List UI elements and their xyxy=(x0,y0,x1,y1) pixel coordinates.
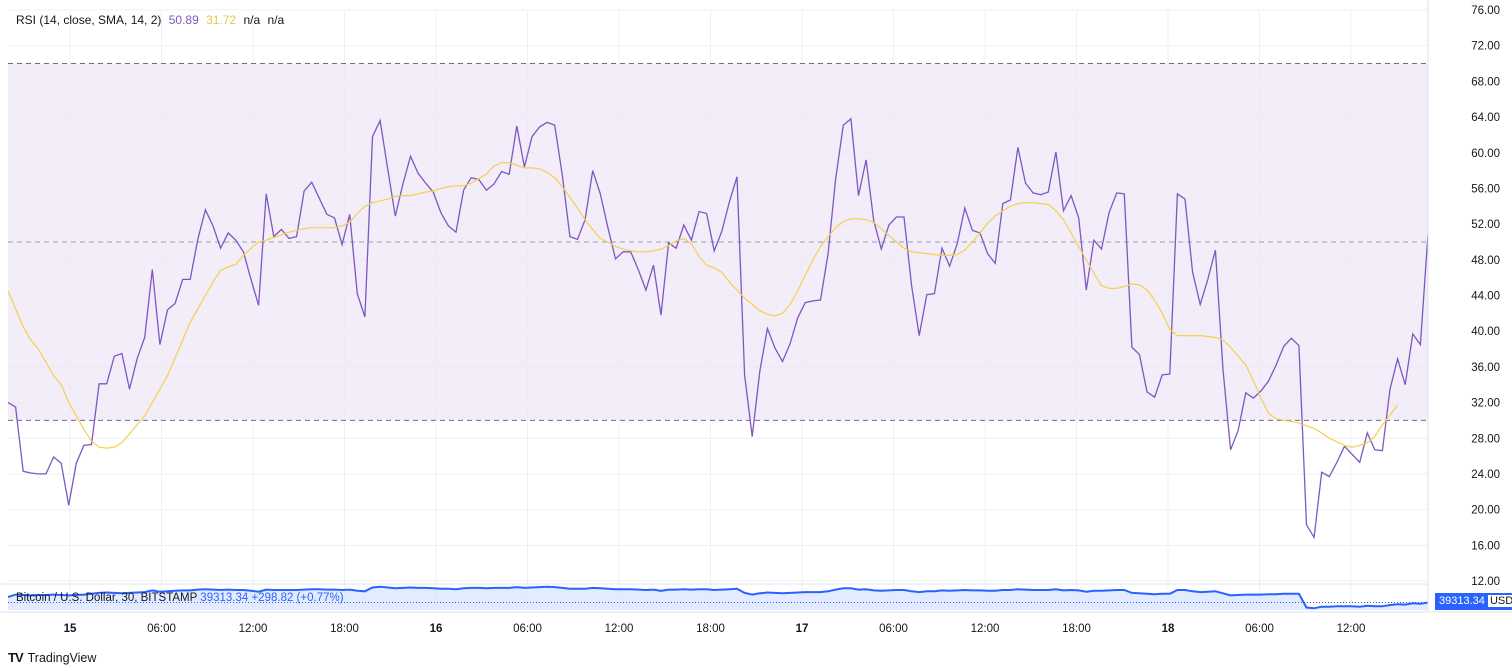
y-tick-label: 60.00 xyxy=(1471,148,1500,160)
currency-label: USD xyxy=(1487,595,1512,607)
x-tick-label: 12:00 xyxy=(239,623,268,635)
x-tick-label: 12:00 xyxy=(605,623,634,635)
x-tick-label: 18:00 xyxy=(330,623,359,635)
y-tick-label: 20.00 xyxy=(1471,505,1500,517)
y-tick-label: 32.00 xyxy=(1471,398,1500,410)
y-tick-label: 48.00 xyxy=(1471,255,1500,267)
x-tick-label: 06:00 xyxy=(147,623,176,635)
axes xyxy=(0,0,1512,613)
x-tick-label: 18:00 xyxy=(696,623,725,635)
y-tick-label: 72.00 xyxy=(1471,41,1500,53)
y-tick-label: 68.00 xyxy=(1471,76,1500,88)
y-tick-label: 64.00 xyxy=(1471,112,1500,124)
y-tick-label: 52.00 xyxy=(1471,219,1500,231)
sma-value: 31.72 xyxy=(206,13,237,27)
price-area xyxy=(8,586,1428,610)
x-tick-label: 18 xyxy=(1162,623,1175,635)
price-pane xyxy=(7,585,1429,610)
price-badge: 39313.34 USD xyxy=(1435,593,1512,610)
y-tick-label: 44.00 xyxy=(1471,291,1500,303)
x-tick-label: 18:00 xyxy=(1062,623,1091,635)
tradingview-brand[interactable]: TV TradingView xyxy=(8,650,96,665)
x-tick-label: 12:00 xyxy=(971,623,1000,635)
na-value-1: n/a xyxy=(243,13,261,27)
y-tick-label: 56.00 xyxy=(1471,183,1500,195)
y-tick-label: 76.00 xyxy=(1471,5,1500,17)
last-price: 39313.34 xyxy=(200,592,249,604)
rsi-legend[interactable]: RSI (14, close, SMA, 14, 2) 50.89 31.72 … xyxy=(16,13,288,27)
rsi-line xyxy=(7,117,1429,540)
indicator-label: RSI (14, close, SMA, 14, 2) xyxy=(16,13,162,27)
x-tick-label: 15 xyxy=(64,623,77,635)
price-change: +298.82 (+0.77%) xyxy=(251,592,344,604)
price-line xyxy=(7,585,1429,610)
y-tick-label: 28.00 xyxy=(1471,433,1500,445)
x-tick-label: 06:00 xyxy=(879,623,908,635)
x-tick-label: 12:00 xyxy=(1337,623,1366,635)
y-axis-ticks: 76.00 72.00 68.00 64.00 60.00 56.00 52.00 48.00… xyxy=(1471,5,1500,588)
x-tick-label: 17 xyxy=(796,623,809,635)
y-tick-label: 12.00 xyxy=(1471,576,1500,588)
brand-name: TradingView xyxy=(27,650,97,665)
series xyxy=(7,117,1429,540)
x-tick-label: 06:00 xyxy=(513,623,542,635)
y-tick-label: 40.00 xyxy=(1471,326,1500,338)
price-legend[interactable]: Bitcoin / U.S. Dollar, 30, BITSTAMP 3931… xyxy=(16,592,344,604)
x-axis-ticks: 15 06:00 12:00 18:00 16 06:00 12:00 18:00 17 06:0… xyxy=(64,623,1366,635)
na-value-2: n/a xyxy=(267,13,285,27)
y-tick-label: 16.00 xyxy=(1471,540,1500,552)
y-tick-label: 36.00 xyxy=(1471,362,1500,374)
rsi-value: 50.89 xyxy=(168,13,199,27)
y-tick-label: 24.00 xyxy=(1471,469,1500,481)
tradingview-logo-icon: TV xyxy=(8,650,24,665)
price-badge-value: 39313.34 xyxy=(1439,595,1485,607)
x-tick-label: 16 xyxy=(430,623,443,635)
x-tick-label: 06:00 xyxy=(1245,623,1274,635)
symbol-label: Bitcoin / U.S. Dollar, 30, BITSTAMP xyxy=(16,592,198,604)
rsi-sma-line xyxy=(7,162,1399,449)
